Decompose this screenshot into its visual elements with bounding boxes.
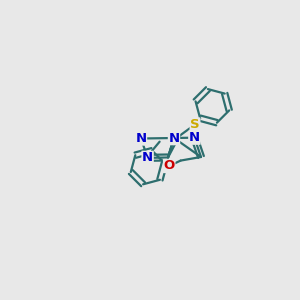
Text: N: N	[189, 131, 200, 144]
Text: N: N	[135, 132, 147, 145]
Text: S: S	[169, 131, 179, 145]
Text: N: N	[142, 151, 153, 164]
Text: O: O	[164, 160, 175, 172]
Text: S: S	[190, 118, 200, 131]
Text: N: N	[168, 131, 180, 145]
